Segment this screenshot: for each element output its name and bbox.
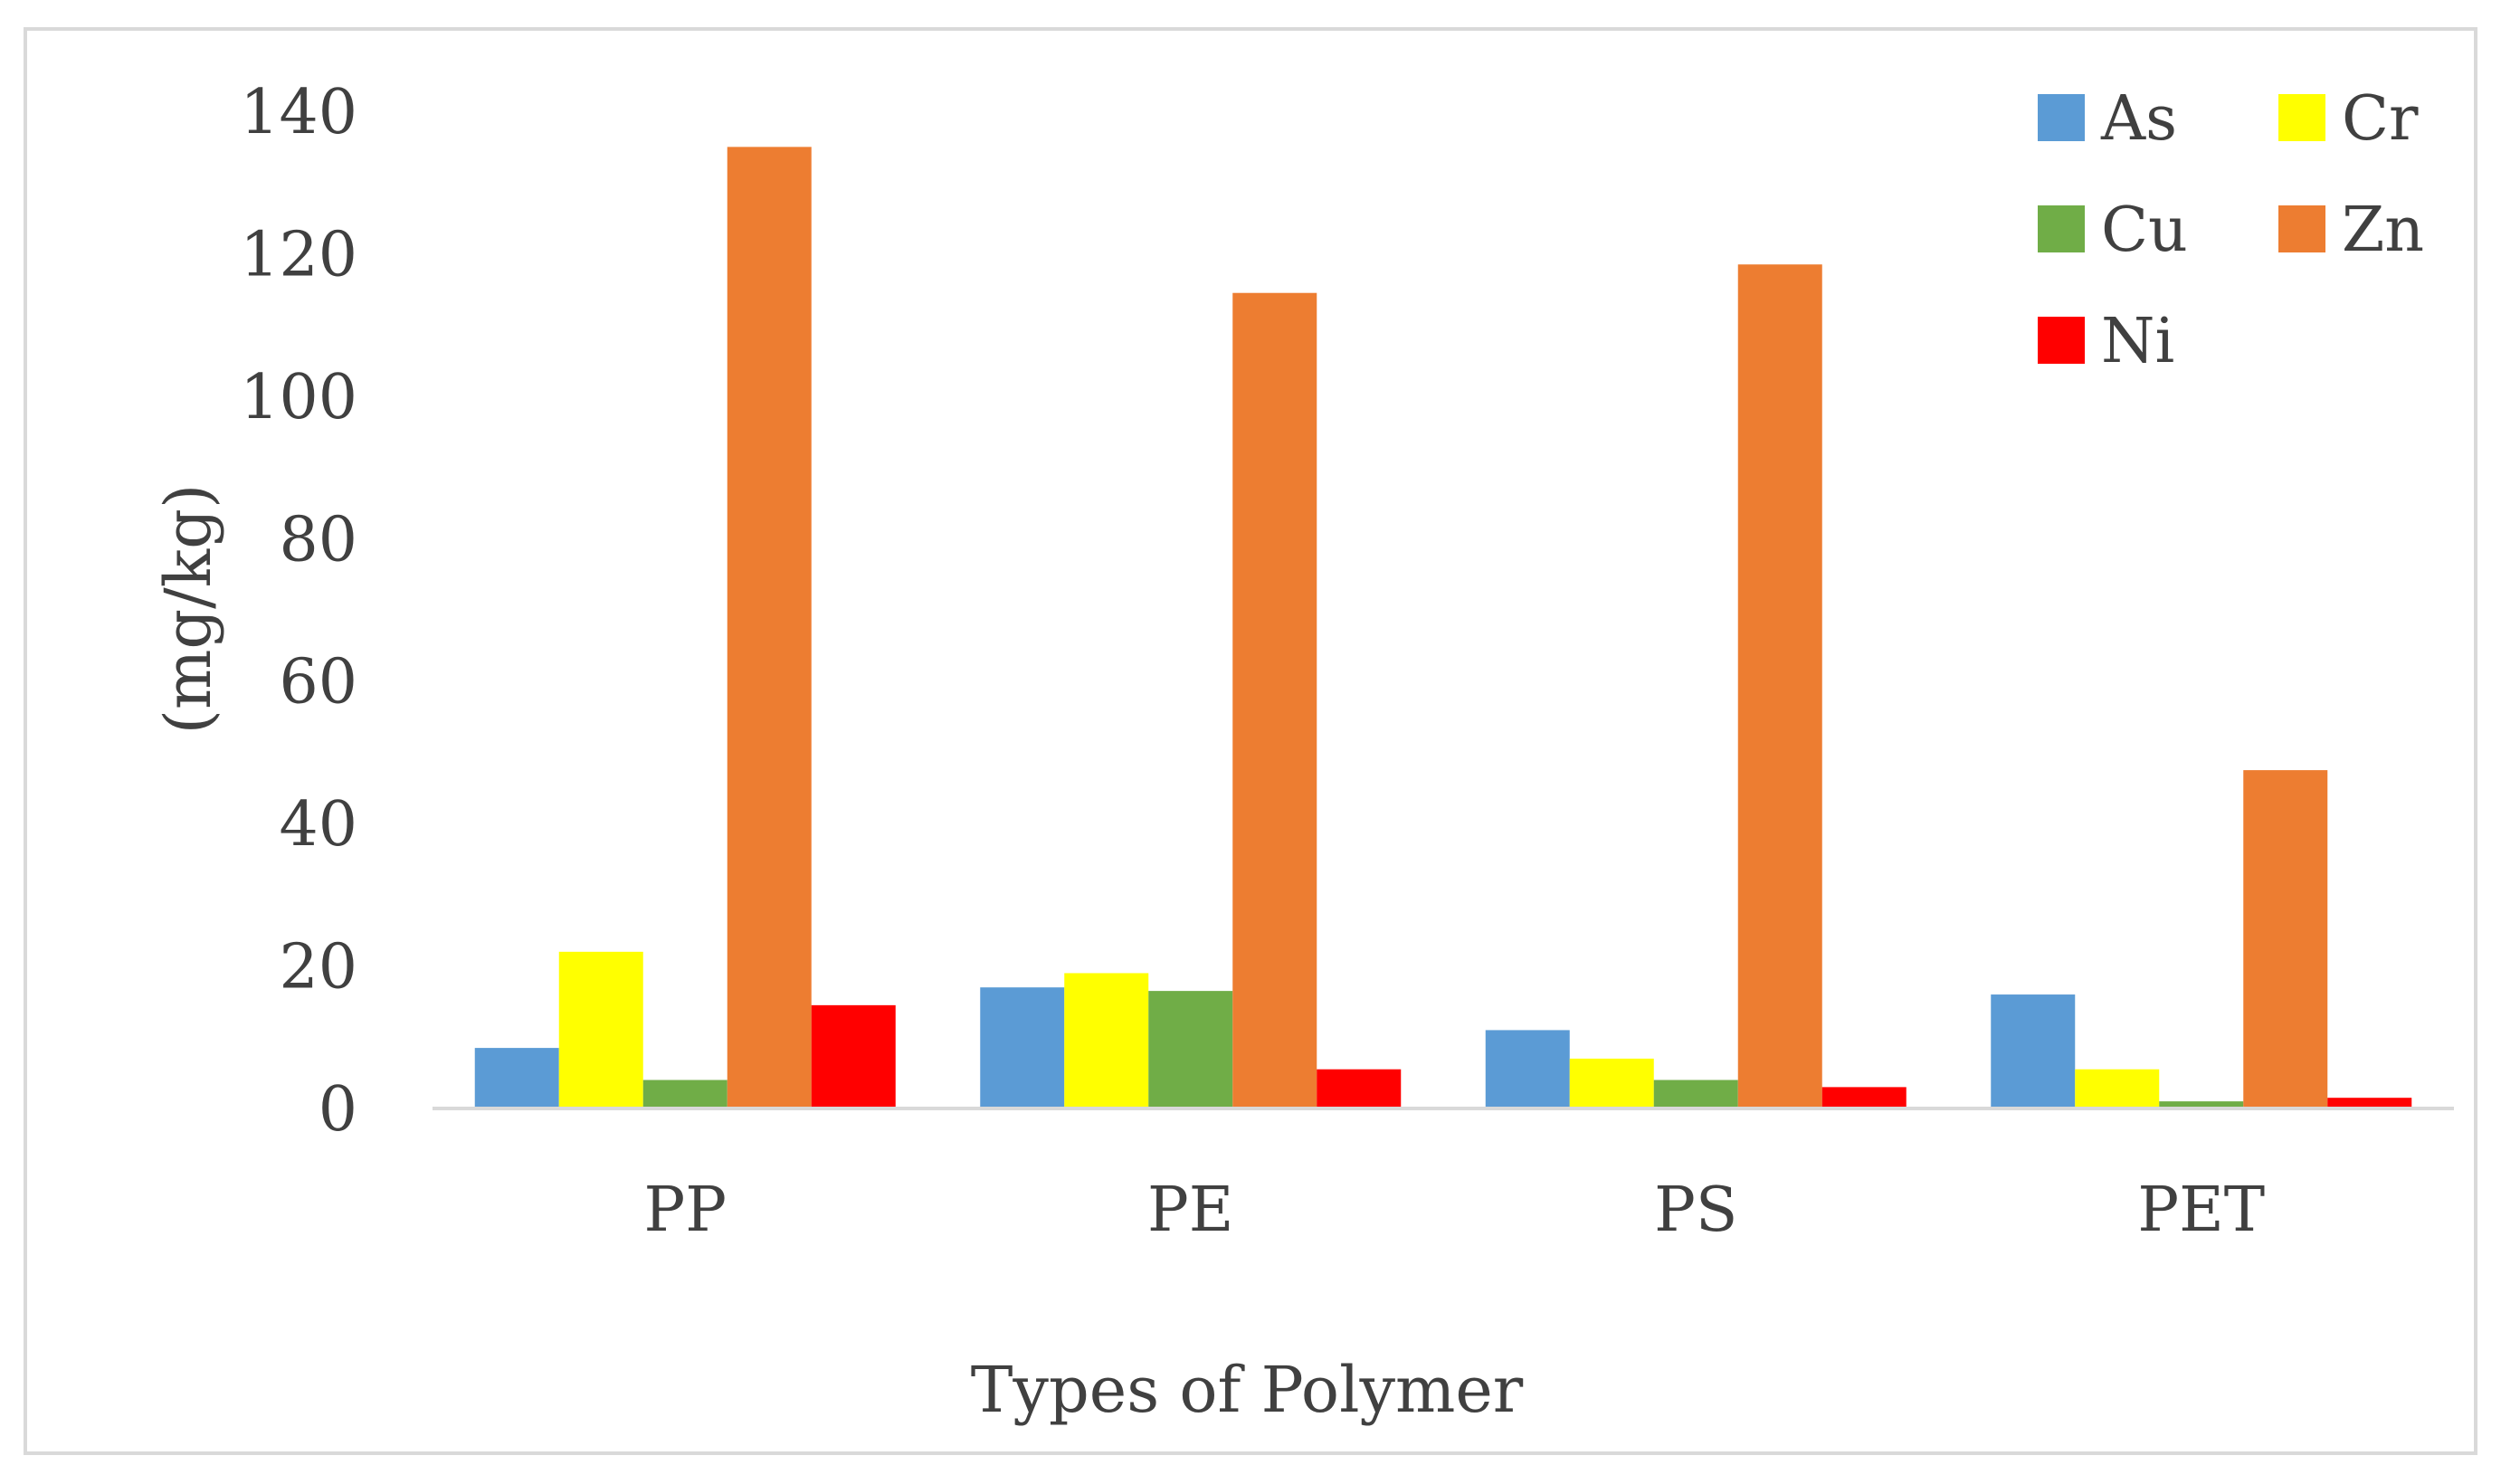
bar-ni-pet [2327,1098,2412,1108]
y-axis-title: (mg/kg) [151,484,225,735]
legend-label-zn: Zn [2342,195,2424,266]
x-axis-title: Types of Polymer [971,1353,1524,1427]
bar-cu-pe [1148,991,1233,1108]
x-tick-label: PP [643,1175,727,1246]
y-tick-label: 120 [240,219,357,290]
x-tick-label: PE [1147,1175,1233,1246]
legend-label-cr: Cr [2342,83,2419,155]
y-tick-label: 40 [279,789,357,861]
bar-ni-ps [1821,1087,1907,1108]
bar-cu-ps [1653,1080,1738,1108]
bar-as-pe [980,987,1065,1108]
bars [474,147,2412,1108]
bar-ni-pe [1317,1069,1402,1108]
y-tick-label: 100 [240,362,357,433]
bar-zn-ps [1737,264,1822,1108]
legend-swatch-zn [2278,205,2325,252]
legend-swatch-ni [2038,317,2085,364]
legend-swatch-cr [2278,94,2325,141]
legend-label-ni: Ni [2101,306,2174,377]
bar-as-pet [1991,994,2076,1108]
bar-ni-pp [811,1004,896,1108]
legend-swatch-as [2038,94,2085,141]
y-tick-label: 0 [319,1074,357,1146]
bar-cr-pp [558,951,643,1108]
x-tick-label: PET [2137,1175,2265,1246]
y-tick-label: 20 [279,932,357,1004]
bar-zn-pe [1232,292,1317,1108]
legend-swatch-cu [2038,205,2085,252]
bar-cr-pe [1064,973,1149,1108]
bar-zn-pp [727,147,812,1108]
bar-cu-pp [642,1080,727,1108]
bar-as-ps [1485,1030,1570,1108]
y-tick-label: 80 [279,504,357,576]
x-axis-ticks: PP PE PS PET [643,1175,2265,1246]
y-tick-label: 140 [240,77,357,148]
bar-zn-pet [2243,770,2328,1108]
bar-cr-ps [1569,1058,1654,1108]
bar-as-pp [474,1048,559,1108]
y-axis-ticks: 0 20 40 60 80 100 120 140 [240,77,357,1146]
bar-cr-pet [2075,1069,2160,1108]
legend-label-cu: Cu [2101,195,2188,266]
legend: As Cr Cu Zn Ni [2038,83,2424,377]
legend-label-as: As [2100,83,2177,155]
bar-cu-pet [2159,1101,2244,1108]
x-tick-label: PS [1654,1175,1737,1246]
y-tick-label: 60 [279,647,357,718]
